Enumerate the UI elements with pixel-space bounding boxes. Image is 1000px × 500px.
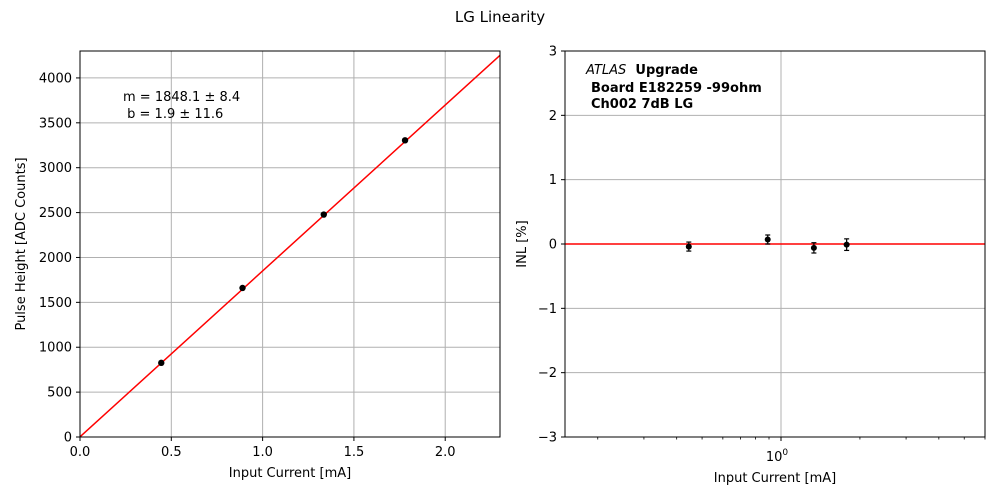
atlas-label: ATLAS bbox=[585, 63, 626, 78]
right-data-point bbox=[843, 241, 850, 248]
left-chart: 0.0 0.5 1.0 1.5 2.0 0 500 1000 1500 2000 2500 3000… bbox=[14, 50, 501, 481]
left-y-tick-label: 500 bbox=[47, 386, 72, 401]
right-x-axis-label: Input Current [mA] bbox=[714, 471, 836, 486]
left-y-tick-label: 2000 bbox=[39, 251, 72, 266]
left-x-tick-label: 1.0 bbox=[252, 445, 273, 460]
right-annotation-board: Board E182259 -99ohm bbox=[591, 81, 762, 96]
right-y-ticks: −3 −2 −1 0 1 2 3 bbox=[538, 45, 565, 446]
right-y-tick-label: −2 bbox=[538, 366, 557, 381]
left-x-tick-label: 2.0 bbox=[435, 445, 456, 460]
right-y-tick-label: 0 bbox=[549, 238, 557, 253]
right-annotation-channel: Ch002 7dB LG bbox=[591, 97, 693, 112]
left-x-tick-label: 1.5 bbox=[344, 445, 365, 460]
left-y-tick-label: 3000 bbox=[39, 161, 72, 176]
right-x-ticks: 100 bbox=[597, 437, 986, 465]
figure-title: LG Linearity bbox=[455, 8, 545, 26]
right-y-axis-label: INL [%] bbox=[515, 220, 530, 267]
right-data-point bbox=[810, 244, 817, 251]
left-annotation-intercept: b = 1.9 ± 11.6 bbox=[123, 107, 223, 122]
left-y-tick-label: 4000 bbox=[39, 71, 72, 86]
left-data-point bbox=[320, 211, 327, 218]
left-y-tick-label: 3500 bbox=[39, 116, 72, 131]
left-y-axis-label: Pulse Height [ADC Counts] bbox=[14, 157, 29, 330]
left-x-tick-label: 0.0 bbox=[70, 445, 91, 460]
left-annotation-slope: m = 1848.1 ± 8.4 bbox=[123, 90, 240, 105]
right-x-tick-label: 100 bbox=[766, 448, 789, 465]
left-data-point bbox=[401, 137, 409, 144]
right-y-tick-label: 2 bbox=[549, 109, 557, 124]
right-y-tick-label: 3 bbox=[549, 45, 557, 60]
left-y-tick-label: 0 bbox=[64, 431, 72, 446]
left-data-point bbox=[158, 359, 165, 367]
right-plot-frame bbox=[564, 50, 986, 438]
right-annotation-line1: ATLAS Upgrade bbox=[585, 63, 698, 78]
left-data-points bbox=[158, 137, 409, 367]
left-y-tick-label: 1500 bbox=[39, 296, 72, 311]
left-grid bbox=[79, 51, 500, 438]
left-fit-line bbox=[79, 54, 501, 438]
right-data-points bbox=[685, 234, 850, 254]
left-data-point bbox=[239, 284, 246, 292]
tick-base: 10 bbox=[766, 450, 783, 465]
left-x-axis-label: Input Current [mA] bbox=[229, 466, 351, 481]
right-y-tick-label: −1 bbox=[538, 302, 557, 317]
left-y-tick-label: 1000 bbox=[39, 341, 72, 356]
right-y-tick-label: −3 bbox=[538, 431, 557, 446]
right-data-point bbox=[764, 236, 771, 243]
left-x-ticks: 0.0 0.5 1.0 1.5 2.0 bbox=[70, 437, 456, 460]
left-plot-frame bbox=[79, 50, 501, 438]
right-data-point bbox=[685, 243, 692, 250]
upgrade-label: Upgrade bbox=[635, 63, 698, 78]
left-y-tick-label: 2500 bbox=[39, 206, 72, 221]
left-y-ticks: 0 500 1000 1500 2000 2500 3000 3500 4000 bbox=[39, 71, 80, 446]
tick-exponent: 0 bbox=[782, 448, 788, 458]
left-fit-line-group bbox=[79, 54, 501, 438]
right-y-tick-label: 1 bbox=[549, 173, 557, 188]
left-x-tick-label: 0.5 bbox=[161, 445, 182, 460]
